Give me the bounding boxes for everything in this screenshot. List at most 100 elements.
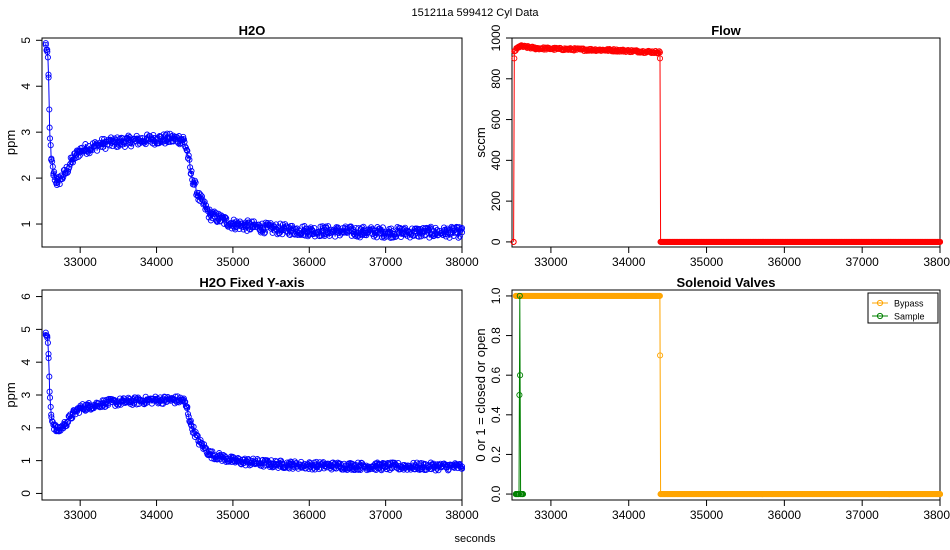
h2o-point xyxy=(383,233,390,240)
h2o-point xyxy=(270,227,278,234)
flow-point xyxy=(936,238,944,245)
flow-ytick-label: 800 xyxy=(489,68,503,88)
h2o-point xyxy=(214,218,221,225)
h2o-xtick-label: 33000 xyxy=(63,255,97,269)
h2o-point xyxy=(64,169,71,176)
h2o-point xyxy=(186,156,193,163)
h2o-fixed-point xyxy=(432,467,439,474)
h2o-fixed-point xyxy=(72,411,79,418)
h2o-point xyxy=(192,179,199,186)
h2o-fixed-xtick-label: 37000 xyxy=(369,508,403,522)
h2o-point xyxy=(199,196,206,203)
figure-xlabel: seconds xyxy=(455,533,496,545)
solenoid-valves-legend-swatch-point xyxy=(876,312,884,320)
h2o-fixed-point xyxy=(357,466,364,473)
flow-point xyxy=(656,49,663,56)
h2o-fixed-ylabel: ppm xyxy=(3,382,18,407)
h2o-fixed-point xyxy=(268,457,275,464)
h2o-plot-frame xyxy=(41,37,463,248)
solenoid-valves-point xyxy=(516,391,523,399)
h2o-point xyxy=(207,209,214,216)
h2o-xtick-label: 36000 xyxy=(293,255,327,269)
solenoid-valves-ytick-label: 0.0 xyxy=(489,485,503,502)
solenoid-valves-legend-label: Sample xyxy=(894,312,925,322)
h2o-point xyxy=(360,223,367,230)
h2o-fixed-point xyxy=(193,432,201,439)
h2o-xtick-label: 38000 xyxy=(445,255,479,269)
flow-panel: Flow sccm 33000 34000 35000 36000 37000 38000 0 2… xyxy=(473,23,950,269)
flow-xtick-label: 33000 xyxy=(534,255,568,269)
h2o-point xyxy=(228,225,235,232)
solenoid-valves-ytick-label: 0.4 xyxy=(489,406,503,423)
h2o-fixed-title: H2O Fixed Y-axis xyxy=(199,275,304,290)
h2o-fixed-point xyxy=(355,466,362,473)
flow-xtick-label: 36000 xyxy=(768,255,802,269)
h2o-fixed-point xyxy=(197,436,204,444)
flow-ytick-label: 200 xyxy=(489,191,503,211)
h2o-fixed-point xyxy=(68,415,75,422)
flow-ytick-label: 0 xyxy=(489,238,503,245)
h2o-fixed-point xyxy=(395,459,402,467)
h2o-fixed-point xyxy=(184,403,191,410)
h2o-point xyxy=(188,167,195,175)
flow-title: Flow xyxy=(711,23,741,38)
solenoid-valves-point xyxy=(519,491,526,498)
h2o-point xyxy=(44,48,51,55)
h2o-fixed-point xyxy=(458,463,466,470)
flow-ytick-label: 1000 xyxy=(489,24,503,51)
h2o-point xyxy=(183,146,190,153)
h2o-point xyxy=(410,232,417,239)
h2o-fixed-point xyxy=(221,452,228,460)
figure-suptitle: 151211a 599412 Cyl Data xyxy=(411,7,539,19)
h2o-ytick-label: 3 xyxy=(19,129,33,136)
solenoid-valves-point xyxy=(516,292,523,299)
h2o-point xyxy=(53,181,60,189)
solenoid-valves-point xyxy=(936,491,944,498)
solenoid-valves-point xyxy=(517,372,524,379)
h2o-point xyxy=(458,226,465,233)
h2o-point xyxy=(121,143,128,150)
solenoid-valves-legend-swatch-point xyxy=(876,299,884,307)
flow-point xyxy=(656,55,664,62)
h2o-fixed-point xyxy=(114,402,122,409)
h2o-fixed-point xyxy=(253,460,260,467)
flow-xtick-label: 37000 xyxy=(845,255,879,269)
h2o-fixed-point xyxy=(98,403,106,410)
h2o-point xyxy=(261,229,269,236)
h2o-point xyxy=(83,150,90,157)
h2o-xtick-label: 37000 xyxy=(369,255,403,269)
flow-plot-frame xyxy=(511,37,941,248)
h2o-point xyxy=(46,135,54,142)
h2o-point xyxy=(236,225,243,233)
flow-ylabel: sccm xyxy=(473,127,488,157)
h2o-ylabel: ppm xyxy=(3,130,18,155)
h2o-fixed-ytick-label: 3 xyxy=(19,391,33,398)
h2o-point xyxy=(69,159,76,166)
h2o-point xyxy=(125,132,132,139)
h2o-point xyxy=(445,229,452,236)
h2o-fixed-xtick-label: 38000 xyxy=(445,508,479,522)
solenoid-valves-xtick-label: 33000 xyxy=(534,508,568,522)
h2o-fixed-point xyxy=(134,395,141,402)
h2o-title: H2O xyxy=(239,23,266,38)
solenoid-valves-ytick-label: 0.2 xyxy=(489,446,503,463)
flow-xtick-label: 38000 xyxy=(923,255,950,269)
flow-point xyxy=(510,238,517,245)
h2o-point xyxy=(261,230,268,237)
flow-ytick-label: 600 xyxy=(489,109,503,129)
h2o-point xyxy=(187,164,194,171)
h2o-xtick-label: 34000 xyxy=(140,255,174,269)
h2o-panel: H2O ppm 33000 34000 35000 36000 37000 38000 1 2 3 4… xyxy=(3,23,479,269)
h2o-fixed-point xyxy=(190,423,197,430)
solenoid-valves-ytick-label: 0.8 xyxy=(489,327,503,344)
h2o-point xyxy=(289,222,296,229)
h2o-point xyxy=(46,106,53,113)
h2o-fixed-ytick-label: 1 xyxy=(19,457,33,464)
h2o-point xyxy=(60,174,67,181)
solenoid-valves-point xyxy=(656,292,663,299)
solenoid-valves-series-line-0 xyxy=(515,295,940,495)
h2o-fixed-panel: H2O Fixed Y-axis ppm 33000 34000 35000 36000 3… xyxy=(3,275,479,522)
solenoid-valves-xtick-label: 35000 xyxy=(690,508,724,522)
h2o-point xyxy=(175,140,182,147)
